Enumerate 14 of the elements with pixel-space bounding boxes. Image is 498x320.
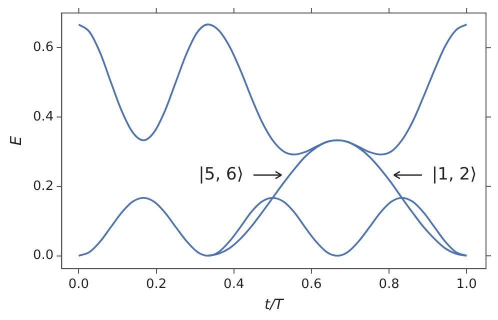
y-tick-label: 0.6 xyxy=(32,40,54,56)
x-tick-label: 0.6 xyxy=(301,276,322,292)
annotation: |1, 2⟩ xyxy=(432,164,477,184)
x-tick-label: 0.2 xyxy=(146,276,167,292)
x-axis-title: t/T xyxy=(264,297,285,314)
x-tick-label: 0.8 xyxy=(378,276,400,292)
y-axis-title: E xyxy=(6,136,25,146)
x-tick-label: 0.4 xyxy=(224,276,244,292)
annotation: |5, 6⟩ xyxy=(198,164,244,184)
x-tick-label: 1.0 xyxy=(456,276,477,292)
y-tick-label: 0.4 xyxy=(32,109,54,124)
y-tick-label: 0.2 xyxy=(32,178,54,194)
x-tick-label: 0.0 xyxy=(68,276,90,292)
y-tick-label: 0.0 xyxy=(32,248,54,264)
